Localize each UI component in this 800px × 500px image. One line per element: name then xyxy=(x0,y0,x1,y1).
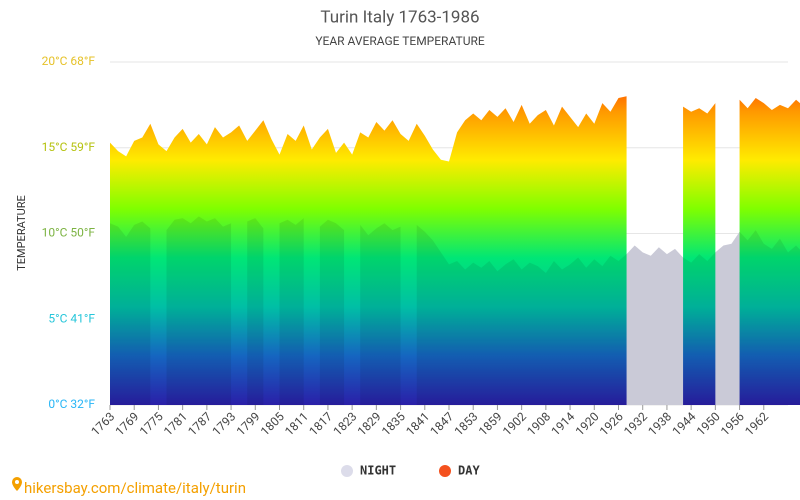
x-tick-label: 1908 xyxy=(524,409,553,438)
y-tick-label: 5°C 41°F xyxy=(48,311,95,325)
y-tick-label: 15°C 59°F xyxy=(42,140,96,154)
legend-swatch xyxy=(439,465,451,477)
x-tick-label: 1944 xyxy=(670,409,699,438)
x-tick-label: 1859 xyxy=(476,409,505,438)
y-tick-label: 0°C 32°F xyxy=(48,397,95,411)
night-shade xyxy=(360,223,401,405)
x-tick-label: 1817 xyxy=(306,409,335,438)
night-shade xyxy=(319,219,345,405)
x-tick-label: 1787 xyxy=(185,409,214,438)
night-shade xyxy=(166,216,232,405)
day-area xyxy=(110,96,627,406)
x-tick-label: 1847 xyxy=(427,409,456,438)
x-tick-label: 1841 xyxy=(403,409,432,438)
footer-link: hikersbay.com/climate/italy/turin xyxy=(24,479,246,497)
x-tick-label: 1829 xyxy=(355,409,384,438)
x-tick-label: 1823 xyxy=(331,409,360,438)
night-shade xyxy=(279,218,304,405)
x-tick-label: 1920 xyxy=(573,409,602,438)
x-tick-label: 1775 xyxy=(137,409,166,438)
x-tick-label: 1799 xyxy=(234,409,263,438)
legend-label: DAY xyxy=(458,464,480,478)
x-tick-label: 1962 xyxy=(742,409,771,438)
day-area xyxy=(683,103,716,405)
chart-subtitle: YEAR AVERAGE TEMPERATURE xyxy=(315,34,485,48)
chart-title: Turin Italy 1763-1986 xyxy=(320,7,479,27)
x-tick-label: 1938 xyxy=(645,409,674,438)
legend-label: NIGHT xyxy=(360,464,396,478)
x-tick-label: 1763 xyxy=(88,409,117,438)
x-tick-label: 1805 xyxy=(258,409,287,438)
x-tick-label: 1956 xyxy=(718,409,747,438)
x-tick-label: 1781 xyxy=(161,409,190,438)
night-shade xyxy=(416,224,800,405)
night-shade xyxy=(110,221,151,405)
x-tick-label: 1769 xyxy=(113,409,142,438)
x-tick-label: 1835 xyxy=(379,409,408,438)
day-area xyxy=(739,98,800,405)
footer: hikersbay.com/climate/italy/turin xyxy=(12,477,246,497)
pin-dot xyxy=(15,480,19,484)
x-tick-label: 1932 xyxy=(621,409,650,438)
x-tick-label: 1926 xyxy=(597,409,626,438)
x-tick-label: 1914 xyxy=(548,409,577,438)
x-tick-label: 1811 xyxy=(282,409,311,438)
night-shade xyxy=(247,218,264,405)
legend-swatch xyxy=(341,465,353,477)
x-tick-label: 1902 xyxy=(500,409,529,438)
y-tick-label: 10°C 50°F xyxy=(42,226,96,240)
y-axis-label: TEMPERATURE xyxy=(15,195,28,271)
x-tick-label: 1950 xyxy=(694,409,723,438)
x-tick-label: 1853 xyxy=(452,409,481,438)
x-tick-label: 1793 xyxy=(209,409,238,438)
y-tick-label: 20°C 68°F xyxy=(42,54,96,68)
